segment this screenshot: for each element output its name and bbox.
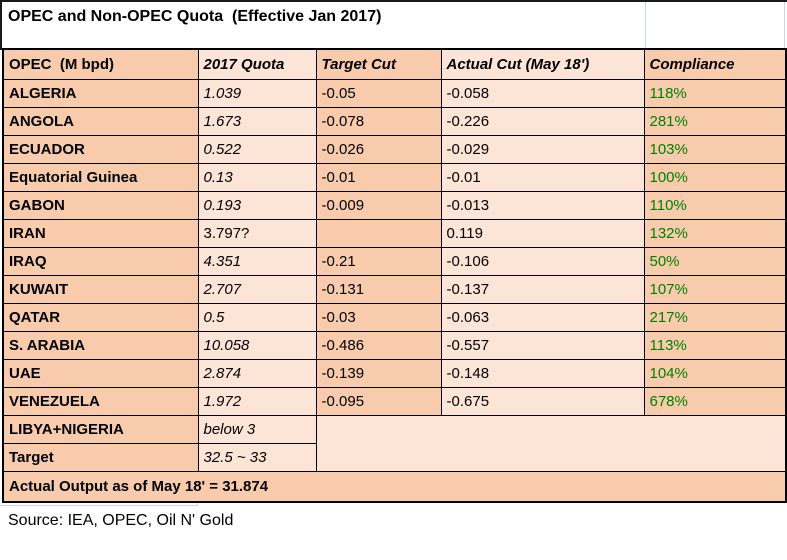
cell-quota: below 3 bbox=[197, 415, 317, 444]
table-row: S. ARABIA 10.058 -0.486 -0.557 113% bbox=[2, 331, 787, 360]
cell-target-cut: -0.078 bbox=[315, 107, 442, 136]
cell-target-cut: -0.486 bbox=[315, 331, 442, 360]
actual-output-row: Actual Output as of May 18' = 31.874 bbox=[2, 471, 787, 503]
cell-compliance: 107% bbox=[643, 275, 787, 304]
table-row: Equatorial Guinea 0.13 -0.01 -0.01 100% bbox=[2, 163, 787, 192]
cell-quota: 0.5 bbox=[197, 303, 317, 332]
cell-quota: 0.193 bbox=[197, 191, 317, 220]
cell-actual-cut: 0.119 bbox=[440, 219, 645, 248]
cell-actual-cut: -0.063 bbox=[440, 303, 645, 332]
cell-compliance: 132% bbox=[643, 219, 787, 248]
table-row: QATAR 0.5 -0.03 -0.063 217% bbox=[2, 303, 787, 332]
cell-target-cut: -0.139 bbox=[315, 359, 442, 388]
excel-gridline bbox=[0, 505, 198, 506]
quota-table: OPEC (M bpd) 2017 Quota Target Cut Actua… bbox=[2, 48, 787, 503]
cell-compliance: 118% bbox=[643, 79, 787, 108]
cell-quota: 2.707 bbox=[197, 275, 317, 304]
table-row: GABON 0.193 -0.009 -0.013 110% bbox=[2, 191, 787, 220]
cell-country: QATAR bbox=[2, 303, 199, 332]
cell-actual-cut: -0.137 bbox=[440, 275, 645, 304]
cell-country: Target bbox=[2, 443, 199, 472]
cell-quota: 10.058 bbox=[197, 331, 317, 360]
cell-actual-cut: -0.675 bbox=[440, 387, 645, 416]
left-border-line bbox=[0, 0, 2, 50]
cell-country: UAE bbox=[2, 359, 199, 388]
cell-target-cut: -0.131 bbox=[315, 275, 442, 304]
page-title: OPEC and Non-OPEC Quota (Effective Jan 2… bbox=[8, 8, 382, 25]
cell-target-cut: -0.026 bbox=[315, 135, 442, 164]
col-header-target-cut: Target Cut bbox=[315, 48, 442, 80]
cell-actual-cut: -0.148 bbox=[440, 359, 645, 388]
cell-country: ANGOLA bbox=[2, 107, 199, 136]
cell-compliance: 103% bbox=[643, 135, 787, 164]
cell-quota: 1.039 bbox=[197, 79, 317, 108]
cell-target-cut: -0.009 bbox=[315, 191, 442, 220]
cell-target-cut: -0.21 bbox=[315, 247, 442, 276]
cell-quota: 1.972 bbox=[197, 387, 317, 416]
top-border-line bbox=[0, 0, 787, 2]
cell-compliance: 100% bbox=[643, 163, 787, 192]
cell-target-cut: -0.03 bbox=[315, 303, 442, 332]
merged-empty-cell bbox=[315, 415, 787, 472]
cell-compliance: 217% bbox=[643, 303, 787, 332]
target-row: Target 32.5 ~ 33 bbox=[2, 443, 786, 472]
actual-output-cell: Actual Output as of May 18' = 31.874 bbox=[2, 471, 787, 503]
cell-country: IRAQ bbox=[2, 247, 199, 276]
cell-target-cut bbox=[315, 219, 442, 248]
cell-quota: 0.13 bbox=[197, 163, 317, 192]
col-header-2017-quota: 2017 Quota bbox=[197, 48, 317, 80]
cell-compliance: 50% bbox=[643, 247, 787, 276]
cell-compliance: 110% bbox=[643, 191, 787, 220]
table-row: UAE 2.874 -0.139 -0.148 104% bbox=[2, 359, 787, 388]
table-row: IRAQ 4.351 -0.21 -0.106 50% bbox=[2, 247, 787, 276]
cell-compliance: 281% bbox=[643, 107, 787, 136]
cell-actual-cut: -0.01 bbox=[440, 163, 645, 192]
cell-compliance: 104% bbox=[643, 359, 787, 388]
table-row: KUWAIT 2.707 -0.131 -0.137 107% bbox=[2, 275, 787, 304]
cell-quota: 2.874 bbox=[197, 359, 317, 388]
col-header-compliance: Compliance bbox=[643, 48, 787, 80]
cell-target-cut: -0.095 bbox=[315, 387, 442, 416]
excel-gridline bbox=[645, 2, 646, 48]
cell-target-cut: -0.05 bbox=[315, 79, 442, 108]
cell-country: VENEZUELA bbox=[2, 387, 199, 416]
cell-target-cut: -0.01 bbox=[315, 163, 442, 192]
cell-quota: 4.351 bbox=[197, 247, 317, 276]
cell-country: Equatorial Guinea bbox=[2, 163, 199, 192]
cell-actual-cut: -0.106 bbox=[440, 247, 645, 276]
cell-compliance: 678% bbox=[643, 387, 787, 416]
cell-country: KUWAIT bbox=[2, 275, 199, 304]
libya-nigeria-row: LIBYA+NIGERIA below 3 bbox=[2, 415, 787, 472]
cell-compliance: 113% bbox=[643, 331, 787, 360]
table-row: IRAN 3.797? 0.119 132% bbox=[2, 219, 787, 248]
cell-actual-cut: -0.557 bbox=[440, 331, 645, 360]
cell-country: GABON bbox=[2, 191, 199, 220]
cell-quota: 1.673 bbox=[197, 107, 317, 136]
cell-country: IRAN bbox=[2, 219, 199, 248]
cell-actual-cut: -0.226 bbox=[440, 107, 645, 136]
table-row: VENEZUELA 1.972 -0.095 -0.675 678% bbox=[2, 387, 787, 416]
cell-actual-cut: -0.058 bbox=[440, 79, 645, 108]
col-header-actual-cut: Actual Cut (May 18') bbox=[440, 48, 645, 80]
source-text: Source: IEA, OPEC, Oil N' Gold bbox=[8, 512, 234, 529]
cell-country: S. ARABIA bbox=[2, 331, 199, 360]
cell-actual-cut: -0.029 bbox=[440, 135, 645, 164]
header-row: OPEC (M bpd) 2017 Quota Target Cut Actua… bbox=[2, 48, 787, 80]
table-row: ALGERIA 1.039 -0.05 -0.058 118% bbox=[2, 79, 787, 108]
excel-gridline bbox=[784, 2, 785, 48]
cell-quota: 0.522 bbox=[197, 135, 317, 164]
cell-quota: 3.797? bbox=[197, 219, 317, 248]
cell-quota: 32.5 ~ 33 bbox=[197, 443, 317, 472]
col-header-opec: OPEC (M bpd) bbox=[2, 48, 199, 80]
cell-actual-cut: -0.013 bbox=[440, 191, 645, 220]
cell-country: ALGERIA bbox=[2, 79, 199, 108]
cell-country: LIBYA+NIGERIA bbox=[2, 415, 199, 444]
cell-country: ECUADOR bbox=[2, 135, 199, 164]
table-row: ANGOLA 1.673 -0.078 -0.226 281% bbox=[2, 107, 787, 136]
table-row: ECUADOR 0.522 -0.026 -0.029 103% bbox=[2, 135, 787, 164]
